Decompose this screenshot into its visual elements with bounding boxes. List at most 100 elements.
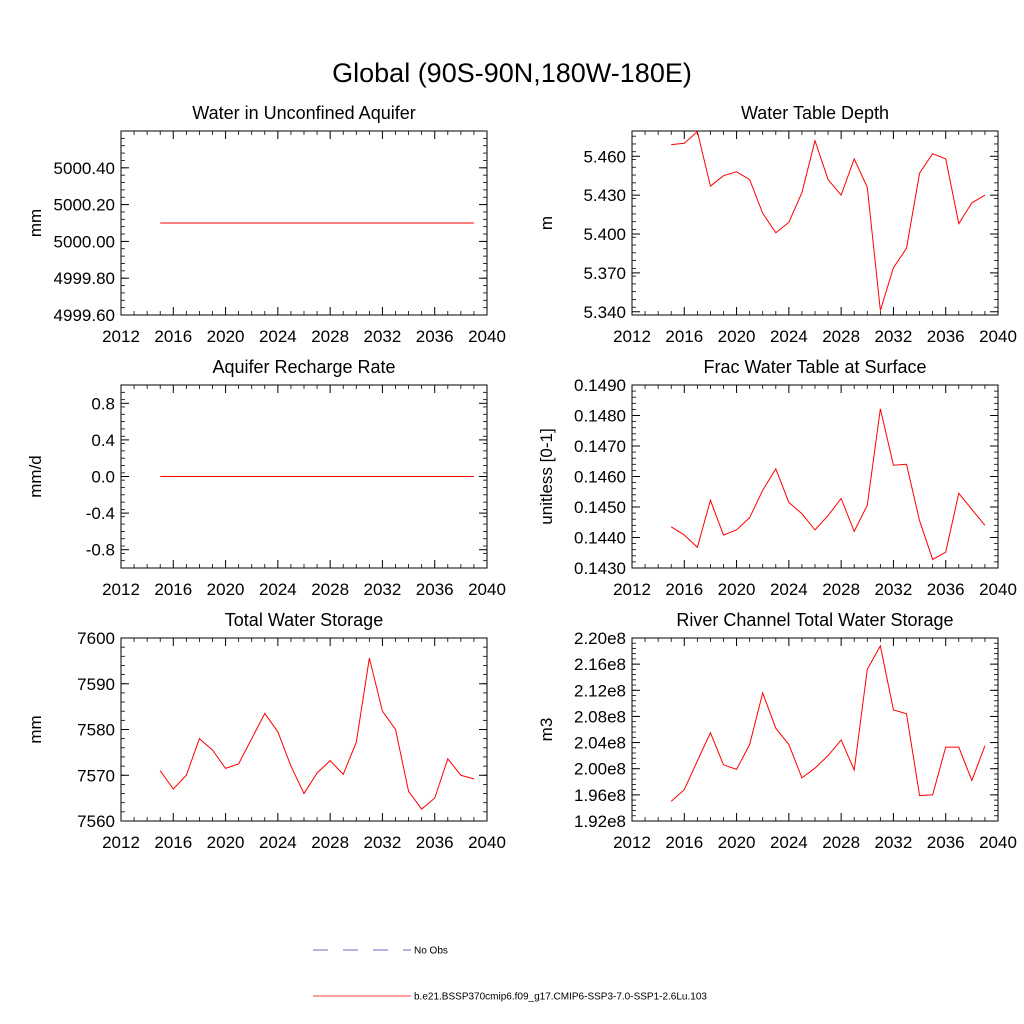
x-tick-label: 2036 bbox=[416, 327, 454, 346]
y-tick-label: 0.1490 bbox=[574, 376, 626, 395]
x-tick-label: 2024 bbox=[259, 833, 297, 852]
y-tick-label: 0.1440 bbox=[574, 529, 626, 548]
y-axis-label: unitless [0-1] bbox=[537, 428, 556, 524]
y-tick-label: 0.1480 bbox=[574, 407, 626, 426]
x-tick-label: 2012 bbox=[613, 580, 651, 599]
x-tick-label: 2040 bbox=[979, 833, 1017, 852]
x-tick-label: 2016 bbox=[665, 580, 703, 599]
x-tick-label: 2012 bbox=[102, 580, 140, 599]
y-tick-label: 2.04e8 bbox=[574, 734, 626, 753]
y-axis-label: mm bbox=[26, 209, 45, 237]
plot-frame bbox=[631, 384, 999, 569]
y-tick-label: 5.340 bbox=[583, 303, 626, 322]
series-line bbox=[670, 408, 986, 561]
y-tick-label: -0.8 bbox=[86, 541, 115, 560]
x-tick-label: 2036 bbox=[927, 327, 965, 346]
x-tick-label: 2024 bbox=[770, 580, 808, 599]
chart-title: Total Water Storage bbox=[225, 610, 383, 630]
y-tick-label: 1.92e8 bbox=[574, 812, 626, 831]
y-tick-label: 4999.60 bbox=[54, 306, 115, 325]
x-tick-label: 2032 bbox=[875, 580, 913, 599]
series-line bbox=[670, 644, 986, 802]
chart-panel-5: 2012 2016 2020 2024 2028 2032 2036 2040 7560 7570… bbox=[26, 610, 506, 852]
y-axis-label: mm bbox=[26, 715, 45, 743]
y-tick-label: 0.1430 bbox=[574, 559, 626, 578]
x-tick-label: 2036 bbox=[416, 833, 454, 852]
x-tick-label: 2012 bbox=[102, 833, 140, 852]
x-tick-label: 2040 bbox=[979, 327, 1017, 346]
y-tick-label: 7590 bbox=[77, 675, 115, 694]
y-tick-label: 2.12e8 bbox=[574, 681, 626, 700]
x-tick-label: 2036 bbox=[416, 580, 454, 599]
x-tick-label: 2024 bbox=[770, 327, 808, 346]
x-tick-label: 2028 bbox=[822, 833, 860, 852]
x-tick-label: 2040 bbox=[468, 327, 506, 346]
chart-title: Water in Unconfined Aquifer bbox=[192, 103, 415, 123]
series-line bbox=[671, 130, 986, 311]
y-tick-label: 4999.80 bbox=[54, 269, 115, 288]
x-tick-label: 2040 bbox=[468, 833, 506, 852]
y-tick-label: 5.370 bbox=[583, 264, 626, 283]
y-tick-label: 7600 bbox=[77, 629, 115, 648]
y-tick-label: 7570 bbox=[77, 766, 115, 785]
x-tick-label: 2016 bbox=[665, 833, 703, 852]
x-tick-label: 2028 bbox=[822, 580, 860, 599]
y-tick-label: 5000.20 bbox=[54, 196, 115, 215]
x-tick-label: 2020 bbox=[207, 580, 245, 599]
y-axis-label: mm/d bbox=[26, 455, 45, 498]
x-tick-label: 2016 bbox=[154, 833, 192, 852]
x-tick-label: 2020 bbox=[718, 833, 756, 852]
x-tick-label: 2020 bbox=[207, 833, 245, 852]
x-tick-label: 2012 bbox=[613, 327, 651, 346]
y-tick-label: 7560 bbox=[77, 812, 115, 831]
x-tick-label: 2040 bbox=[979, 580, 1017, 599]
chart-title: Water Table Depth bbox=[741, 103, 889, 123]
x-tick-label: 2020 bbox=[718, 580, 756, 599]
x-tick-label: 2036 bbox=[927, 580, 965, 599]
x-tick-label: 2032 bbox=[364, 833, 402, 852]
chart-title: River Channel Total Water Storage bbox=[676, 610, 953, 630]
x-tick-label: 2032 bbox=[364, 580, 402, 599]
y-tick-label: 5.430 bbox=[583, 186, 626, 205]
y-tick-label: 0.4 bbox=[91, 431, 115, 450]
x-tick-label: 2040 bbox=[468, 580, 506, 599]
x-tick-label: 2036 bbox=[927, 833, 965, 852]
x-tick-label: 2024 bbox=[770, 833, 808, 852]
y-tick-label: 1.96e8 bbox=[574, 786, 626, 805]
chart-title: Frac Water Table at Surface bbox=[703, 357, 926, 377]
y-tick-label: 2.20e8 bbox=[574, 629, 626, 648]
x-tick-label: 2020 bbox=[718, 327, 756, 346]
y-tick-label: 5.400 bbox=[583, 225, 626, 244]
chart-panel-2: 2012 2016 2020 2024 2028 2032 2036 2040 5.340 5.3… bbox=[537, 103, 1017, 346]
x-tick-label: 2032 bbox=[364, 327, 402, 346]
x-tick-label: 2012 bbox=[613, 833, 651, 852]
y-tick-label: 0.8 bbox=[91, 394, 115, 413]
y-tick-label: 2.08e8 bbox=[574, 707, 626, 726]
x-tick-label: 2032 bbox=[875, 833, 913, 852]
chart-title: Aquifer Recharge Rate bbox=[212, 357, 395, 377]
x-tick-label: 2028 bbox=[311, 833, 349, 852]
x-tick-label: 2012 bbox=[102, 327, 140, 346]
plot-frame bbox=[631, 637, 999, 822]
x-tick-label: 2028 bbox=[311, 580, 349, 599]
chart-panel-6: 2012 2016 2020 2024 2028 2032 2036 2040 1.92e8 1.… bbox=[537, 610, 1017, 852]
x-tick-label: 2032 bbox=[875, 327, 913, 346]
panels: 2012 2016 2020 2024 2028 2032 2036 2040 4999.60 4… bbox=[26, 103, 1017, 852]
y-tick-label: 0.1460 bbox=[574, 468, 626, 487]
y-tick-label: 5.460 bbox=[583, 147, 626, 166]
x-tick-label: 2020 bbox=[207, 327, 245, 346]
legend-label-no-obs: No Obs bbox=[414, 946, 448, 957]
y-tick-label: 2.00e8 bbox=[574, 760, 626, 779]
legend-label-model: b.e21.BSSP370cmip6.f09_g17.CMIP6-SSP3-7.… bbox=[414, 992, 707, 1003]
chart-panel-4: 2012 2016 2020 2024 2028 2032 2036 2040 0.1430 0.… bbox=[537, 357, 1017, 599]
chart-panel-1: 2012 2016 2020 2024 2028 2032 2036 2040 4999.60 4… bbox=[26, 103, 506, 346]
x-tick-label: 2024 bbox=[259, 327, 297, 346]
y-tick-label: 0.1470 bbox=[574, 437, 626, 456]
y-tick-label: 2.16e8 bbox=[574, 655, 626, 674]
y-axis-label: m3 bbox=[537, 718, 556, 742]
y-tick-label: -0.4 bbox=[86, 504, 115, 523]
x-tick-label: 2028 bbox=[311, 327, 349, 346]
figure-title: Global (90S-90N,180W-180E) bbox=[332, 58, 692, 88]
chart-panel-3: 2012 2016 2020 2024 2028 2032 2036 2040 -0.8 -0.4… bbox=[26, 357, 506, 599]
